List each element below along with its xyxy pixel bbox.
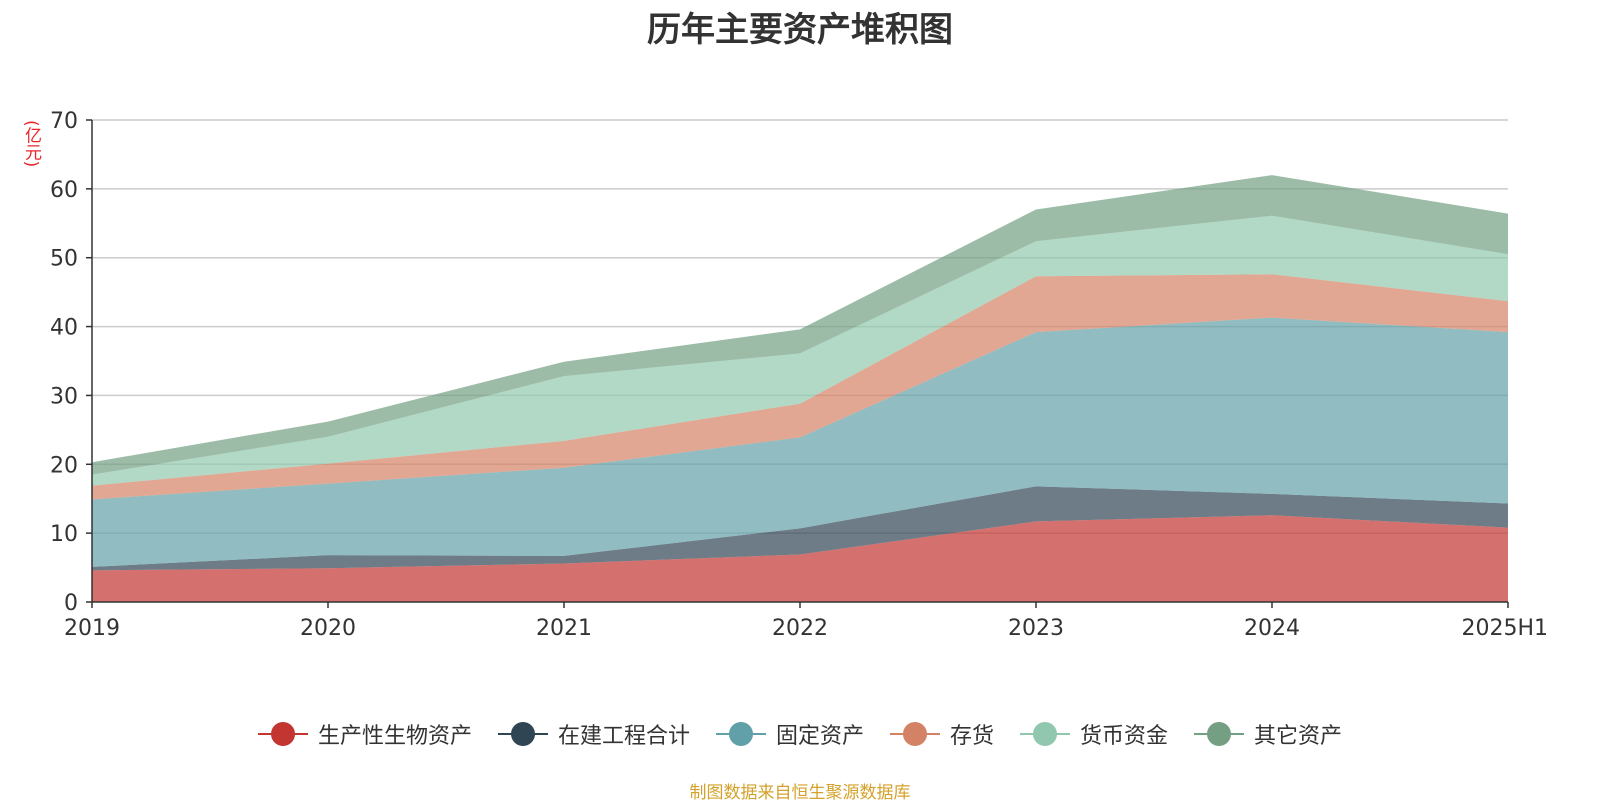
y-tick-label: 0 [64, 591, 78, 616]
x-tick-label: 2019 [64, 616, 120, 641]
y-tick-label: 70 [50, 109, 78, 134]
legend-label: 货币资金 [1080, 724, 1169, 749]
x-tick-label: 2022 [772, 616, 828, 641]
chart-title: 历年主要资产堆积图 [647, 10, 953, 50]
legend-label: 固定资产 [775, 724, 864, 749]
legend-label: 存货 [950, 724, 995, 749]
legend-item[interactable]: 货币资金 [1020, 718, 1168, 750]
legend-marker-icon [715, 722, 766, 746]
legend-marker-icon [497, 722, 548, 746]
axes: 0 10 20 30 40 50 60 70 2019 2020 2021 2022 2023 2024 2… [50, 109, 1548, 641]
legend-marker-icon [1194, 722, 1245, 746]
x-tick-label: 2020 [300, 616, 356, 641]
legend-marker-icon [257, 722, 308, 746]
legend-label: 生产性生物资产 [317, 724, 472, 749]
y-axis-unit-label: (亿元) [21, 120, 41, 168]
x-tick-label: 2025H1 [1461, 616, 1548, 641]
source-note: 制图数据来自恒生聚源数据库 [689, 783, 911, 803]
area-series-group [92, 175, 1508, 602]
y-tick-label: 40 [50, 316, 78, 341]
area-series-6 [92, 175, 1508, 475]
area-series-1 [92, 515, 1508, 602]
legend-item[interactable]: 固定资产 [715, 718, 864, 750]
legend-item[interactable]: 其它资产 [1194, 718, 1342, 750]
x-tick-label: 2021 [536, 616, 592, 641]
legend-label: 在建工程合计 [557, 724, 690, 749]
y-tick-label: 60 [50, 178, 78, 203]
legend: 生产性生物资产 在建工程合计 固定资产 存货 货币资金 其它资产 [0, 718, 1600, 750]
y-tick-label: 50 [50, 247, 78, 272]
stacked-area-chart: 0 10 20 30 40 50 60 70 2019 2020 2021 2022 2023 2024 2… [50, 109, 1548, 641]
area-series-3 [92, 317, 1508, 567]
legend-marker-icon [890, 722, 940, 746]
y-tick-label: 30 [50, 384, 78, 409]
legend-item[interactable]: 存货 [890, 718, 994, 750]
y-tick-label: 10 [50, 522, 78, 547]
x-tick-label: 2024 [1244, 616, 1300, 641]
area-series-4 [92, 274, 1508, 500]
area-series-5 [92, 215, 1508, 486]
legend-item[interactable]: 在建工程合计 [497, 718, 690, 750]
legend-item[interactable]: 生产性生物资产 [257, 718, 472, 750]
legend-label: 其它资产 [1254, 724, 1343, 749]
x-tick-label: 2023 [1008, 616, 1064, 641]
y-tick-label: 20 [50, 453, 78, 478]
legend-marker-icon [1020, 722, 1071, 746]
